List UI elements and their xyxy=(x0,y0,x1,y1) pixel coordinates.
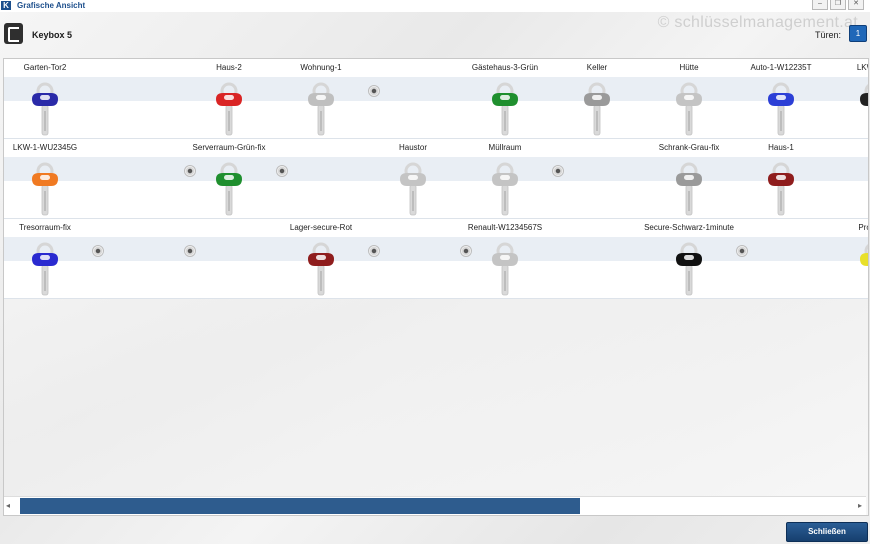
key-slot[interactable]: Auto-1-W12235T xyxy=(735,59,827,139)
close-button[interactable]: Schließen xyxy=(786,522,868,542)
key-row: LKW-1-WU2345G Serverraum-Grün-fix Haustor M… xyxy=(4,139,868,219)
keybox-title: Keybox 5 xyxy=(32,30,73,40)
key-label: Müllraum xyxy=(488,143,522,152)
key-slot[interactable]: Haus-2 xyxy=(183,59,275,139)
key-slot[interactable]: Schrank-Grau-fix xyxy=(643,139,735,219)
key-icon[interactable] xyxy=(765,161,797,217)
watermark: © schlüsselmanagement.at xyxy=(657,14,858,31)
key-icon[interactable] xyxy=(305,81,337,137)
key-slot[interactable]: LKW-2-S xyxy=(827,59,868,139)
key-slot[interactable]: Lager-secure-Rot xyxy=(275,219,367,299)
key-slot[interactable] xyxy=(367,219,459,299)
close-window-button[interactable]: ✕ xyxy=(848,0,864,10)
key-label: Keller xyxy=(586,63,608,72)
app-logo-icon: K xyxy=(1,1,11,10)
key-icon[interactable] xyxy=(29,241,61,297)
scroll-right-icon[interactable]: ▸ xyxy=(857,501,862,510)
hook-icon xyxy=(184,245,196,257)
key-slot[interactable]: Tresorraum-fix xyxy=(4,219,91,299)
keybox-icon xyxy=(4,23,23,44)
key-slot[interactable]: Garten-Tor2 xyxy=(4,59,91,139)
key-slot[interactable]: Haustor xyxy=(367,139,459,219)
key-slot[interactable]: Renault-W1234567S xyxy=(459,219,551,299)
hook-icon xyxy=(184,165,196,177)
keybox-board: Garten-Tor2 Haus-2 Wohnung-1 Gästehaus-3-Gr… xyxy=(3,58,869,516)
key-icon[interactable] xyxy=(397,161,429,217)
horizontal-scrollbar[interactable]: ◂ ▸ xyxy=(4,496,866,515)
key-icon[interactable] xyxy=(305,241,337,297)
key-icon[interactable] xyxy=(581,81,613,137)
key-label: Garten-Tor2 xyxy=(23,63,67,72)
key-icon[interactable] xyxy=(673,161,705,217)
hook-icon xyxy=(736,245,748,257)
key-icon[interactable] xyxy=(857,81,868,137)
key-slot[interactable]: Keller xyxy=(551,59,643,139)
key-label: LKW-2-S xyxy=(856,63,868,72)
key-row: Tresorraum-fix Lager-secure-Rot Renault-W1… xyxy=(4,219,868,299)
window-title: Grafische Ansicht xyxy=(17,1,86,10)
key-slot[interactable]: Haus-1 xyxy=(735,139,827,219)
scroll-left-icon[interactable]: ◂ xyxy=(6,501,11,510)
restore-button[interactable]: ❐ xyxy=(830,0,846,10)
hook-icon xyxy=(92,245,104,257)
key-slot[interactable] xyxy=(183,219,275,299)
key-label: Hütte xyxy=(679,63,699,72)
hook-icon xyxy=(276,165,288,177)
key-slot[interactable]: Hütte xyxy=(643,59,735,139)
key-label: Serverraum-Grün-fix xyxy=(192,143,266,152)
key-icon[interactable] xyxy=(673,81,705,137)
key-icon[interactable] xyxy=(765,81,797,137)
key-slot[interactable]: LKW-1-WU2345G xyxy=(4,139,91,219)
key-label: Secure-Schwarz-1minute xyxy=(644,223,734,232)
key-slot[interactable] xyxy=(91,139,183,219)
key-icon[interactable] xyxy=(489,161,521,217)
key-label: Produkti xyxy=(858,223,868,232)
hook-icon xyxy=(368,85,380,97)
key-label: Gästehaus-3-Grün xyxy=(471,63,539,72)
title-bar: K Grafische Ansicht – ❐ ✕ xyxy=(0,0,870,12)
key-slot[interactable] xyxy=(551,139,643,219)
key-label: Lager-secure-Rot xyxy=(289,223,353,232)
key-slot[interactable]: Müllraum xyxy=(459,139,551,219)
key-slot[interactable] xyxy=(91,59,183,139)
key-label: Schrank-Grau-fix xyxy=(658,143,720,152)
minimize-button[interactable]: – xyxy=(812,0,828,10)
key-icon[interactable] xyxy=(213,81,245,137)
key-icon[interactable] xyxy=(857,241,868,297)
key-slot[interactable]: Wohnung-1 xyxy=(275,59,367,139)
key-icon[interactable] xyxy=(489,81,521,137)
key-icon[interactable] xyxy=(673,241,705,297)
window-controls: – ❐ ✕ xyxy=(812,0,864,10)
hook-icon xyxy=(552,165,564,177)
key-slot[interactable] xyxy=(551,219,643,299)
key-slot[interactable]: Gästehaus-3-Grün xyxy=(459,59,551,139)
key-label: LKW-1-WU2345G xyxy=(12,143,78,152)
key-slot[interactable] xyxy=(275,139,367,219)
key-label: Haus-2 xyxy=(216,63,242,72)
key-label: Renault-W1234567S xyxy=(467,223,543,232)
key-slot[interactable]: Produkti xyxy=(827,219,868,299)
key-slot[interactable]: Secure-Schwarz-1minute xyxy=(643,219,735,299)
key-label: Tresorraum-fix xyxy=(19,223,71,232)
doors-label: Türen: xyxy=(814,30,841,40)
key-label: Haustor xyxy=(398,143,427,152)
key-label: Haus-1 xyxy=(768,143,794,152)
key-icon[interactable] xyxy=(29,161,61,217)
key-icon[interactable] xyxy=(489,241,521,297)
key-label: Wohnung-1 xyxy=(300,63,342,72)
key-rows: Garten-Tor2 Haus-2 Wohnung-1 Gästehaus-3-Gr… xyxy=(4,59,868,299)
key-row: Garten-Tor2 Haus-2 Wohnung-1 Gästehaus-3-Gr… xyxy=(4,59,868,139)
key-slot[interactable] xyxy=(91,219,183,299)
key-slot[interactable] xyxy=(367,59,459,139)
key-label: Auto-1-W12235T xyxy=(750,63,812,72)
key-slot[interactable]: Serverraum-Grün-fix xyxy=(183,139,275,219)
key-icon[interactable] xyxy=(29,81,61,137)
hook-icon xyxy=(460,245,472,257)
key-slot[interactable] xyxy=(827,139,868,219)
key-icon[interactable] xyxy=(213,161,245,217)
door-selector-button[interactable]: 1 xyxy=(849,25,867,42)
scroll-thumb[interactable] xyxy=(20,498,580,514)
key-slot[interactable] xyxy=(735,219,827,299)
hook-icon xyxy=(368,245,380,257)
